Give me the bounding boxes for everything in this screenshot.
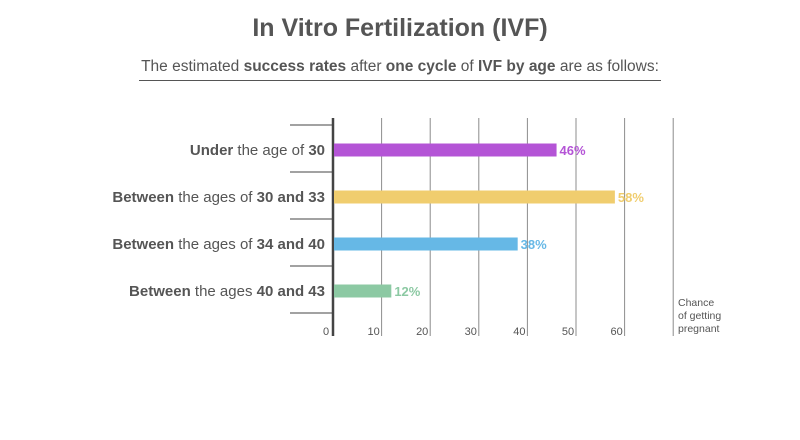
x-axis-note: pregnant [678,323,720,335]
subtitle-part: after [346,58,386,75]
x-tick-label: 60 [610,326,622,338]
chart-subtitle: The estimated success rates after one cy… [0,58,800,81]
data-label: 46% [560,143,586,158]
bar [334,143,557,157]
x-tick-label: 20 [416,326,428,338]
bar [334,190,615,204]
data-label: 38% [521,237,547,252]
category-label-part: 30 [308,142,325,159]
category-label: Between the ages 40 and 43 [129,283,325,300]
category-label-part: 40 and 43 [257,283,325,300]
category-label: Between the ages of 34 and 40 [112,236,325,253]
data-label: 58% [618,190,644,205]
subtitle-text: The estimated success rates after one cy… [139,58,661,81]
x-tick-label: 30 [465,326,477,338]
subtitle-part: of [456,58,478,75]
category-label-part: the age of [233,142,308,159]
category-label-part: the ages of [174,236,257,253]
category-label-part: Between [129,283,191,300]
x-tick-label: 0 [323,326,329,338]
category-label-part: Between [112,189,174,206]
category-label: Between the ages of 30 and 33 [112,189,325,206]
category-label-part: Under [190,142,234,159]
subtitle-part: success rates [243,58,347,75]
category-label-part: Between [112,236,174,253]
category-label-part: 34 and 40 [257,236,325,253]
x-axis-note: Chance [678,297,714,309]
x-tick-label: 40 [513,326,525,338]
subtitle-part: are as follows: [555,58,659,75]
subtitle-part: IVF by age [478,58,556,75]
category-label-part: the ages [191,283,257,300]
x-axis-note: of getting [678,310,721,322]
x-tick-label: 10 [367,326,379,338]
bar [334,284,392,298]
bar [334,237,518,251]
subtitle-part: one cycle [385,58,457,75]
x-tick-label: 50 [562,326,574,338]
subtitle-part: The estimated [141,58,244,75]
category-label-part: the ages of [174,189,257,206]
category-label: Under the age of 30 [190,142,325,159]
category-label-part: 30 and 33 [257,189,325,206]
data-label: 12% [394,284,420,299]
chart-title: In Vitro Fertilization (IVF) [252,14,548,42]
